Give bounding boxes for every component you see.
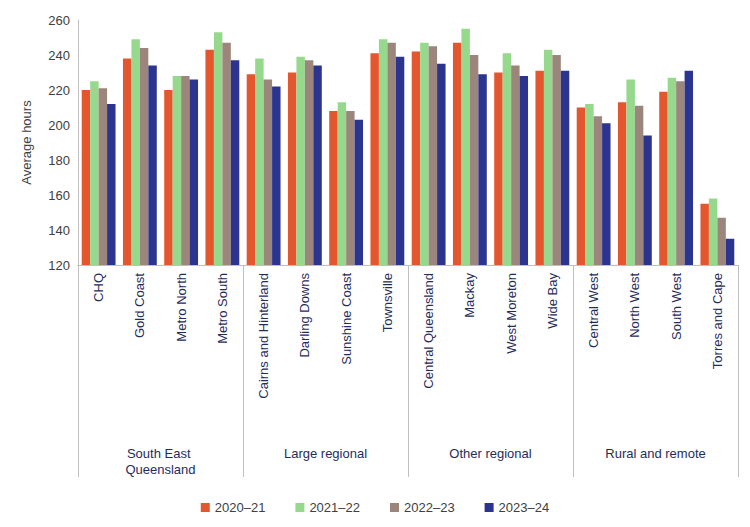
svg-text:120: 120 xyxy=(48,258,70,273)
svg-text:Darling Downs: Darling Downs xyxy=(297,273,312,358)
svg-text:200: 200 xyxy=(48,118,70,133)
svg-text:Gold Coast: Gold Coast xyxy=(132,273,147,338)
svg-text:Queensland: Queensland xyxy=(125,462,195,477)
svg-text:220: 220 xyxy=(48,83,70,98)
svg-text:Cairns and Hinterland: Cairns and Hinterland xyxy=(256,273,271,399)
svg-text:2021–22: 2021–22 xyxy=(309,500,360,515)
svg-text:240: 240 xyxy=(48,48,70,63)
svg-text:Rural and remote: Rural and remote xyxy=(605,446,705,461)
svg-text:140: 140 xyxy=(48,223,70,238)
svg-text:260: 260 xyxy=(48,13,70,28)
svg-text:CHQ: CHQ xyxy=(91,273,106,302)
svg-text:Torres and Cape: Torres and Cape xyxy=(710,273,725,369)
svg-text:West Moreton: West Moreton xyxy=(504,273,519,354)
svg-text:Townsville: Townsville xyxy=(380,273,395,332)
svg-text:South West: South West xyxy=(669,273,684,340)
svg-text:North West: North West xyxy=(627,273,642,338)
svg-text:Sunshine Coast: Sunshine Coast xyxy=(339,273,354,365)
svg-text:Central West: Central West xyxy=(586,273,601,348)
svg-text:2020–21: 2020–21 xyxy=(215,500,266,515)
svg-text:Central Queensland: Central Queensland xyxy=(421,273,436,389)
svg-text:Average hours: Average hours xyxy=(19,100,34,185)
svg-text:South East: South East xyxy=(127,446,194,461)
svg-text:Other regional: Other regional xyxy=(449,446,531,461)
svg-text:2022–23: 2022–23 xyxy=(404,500,455,515)
svg-text:Metro North: Metro North xyxy=(174,273,189,342)
svg-text:Metro South: Metro South xyxy=(215,273,230,344)
svg-text:2023–24: 2023–24 xyxy=(499,500,550,515)
svg-text:180: 180 xyxy=(48,153,70,168)
svg-text:Large regional: Large regional xyxy=(284,446,367,461)
svg-text:160: 160 xyxy=(48,188,70,203)
svg-text:Wide Bay: Wide Bay xyxy=(545,273,560,329)
svg-text:Mackay: Mackay xyxy=(462,273,477,318)
